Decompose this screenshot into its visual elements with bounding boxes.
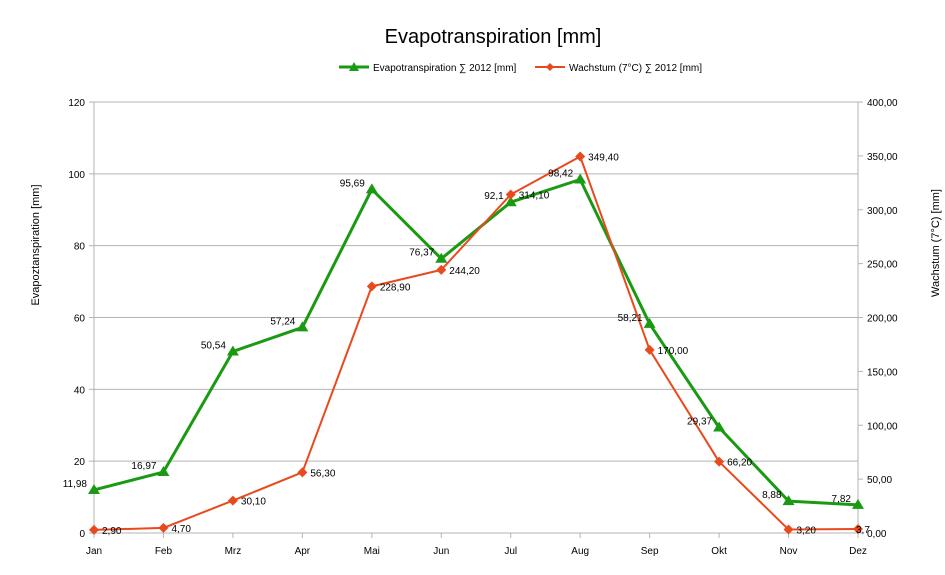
- data-label-evapotranspiration: 92,1: [484, 191, 504, 202]
- point-wachstum: [227, 495, 238, 506]
- legend-label-evapotranspiration: Evapotranspiration ∑ 2012 [mm]: [373, 63, 517, 74]
- x-tick-label: Apr: [295, 546, 311, 557]
- data-label-evapotranspiration: 7,82: [832, 494, 852, 505]
- point-evapotranspiration: [296, 321, 309, 332]
- point-evapotranspiration: [782, 495, 795, 506]
- data-label-evapotranspiration: 50,54: [201, 340, 226, 351]
- x-tick-label: Aug: [571, 546, 589, 557]
- data-label-wachstum: 349,40: [588, 153, 619, 164]
- left-tick-label: 20: [74, 457, 86, 468]
- point-evapotranspiration: [713, 421, 726, 432]
- point-evapotranspiration: [365, 183, 378, 194]
- x-tick-label: Jan: [86, 546, 102, 557]
- legend-marker-wachstum: [546, 63, 554, 71]
- left-tick-label: 40: [74, 385, 86, 396]
- data-label-wachstum: 2,90: [102, 526, 122, 537]
- point-wachstum: [714, 456, 725, 467]
- right-axis-title: Wachstum (7°C) [mm]: [930, 189, 942, 297]
- point-wachstum: [297, 467, 308, 478]
- data-label-evapotranspiration: 58,21: [618, 313, 643, 324]
- point-wachstum: [158, 522, 169, 533]
- series-line-wachstum: [93, 155, 859, 531]
- point-wachstum: [644, 344, 655, 355]
- point-evapotranspiration: [574, 173, 587, 184]
- x-tick-label: Okt: [711, 546, 727, 557]
- point-wachstum: [853, 524, 863, 535]
- data-label-wachstum: 3,7: [856, 525, 870, 536]
- left-tick-label: 60: [74, 314, 86, 325]
- point-evapotranspiration: [157, 466, 170, 477]
- data-label-evapotranspiration: 76,37: [409, 248, 434, 259]
- point-wachstum: [783, 524, 794, 535]
- x-tick-label: Mai: [364, 546, 380, 557]
- data-label-evapotranspiration: 98,42: [548, 169, 573, 180]
- point-evapotranspiration: [88, 483, 100, 494]
- x-tick-label: Jun: [433, 546, 449, 557]
- left-axis-ticks: 0 20 40 60 80 100 120: [68, 98, 94, 540]
- point-evapotranspiration: [504, 196, 517, 207]
- x-tick-label: Dez: [849, 546, 867, 557]
- right-tick-label: 300,00: [867, 206, 898, 217]
- x-tick-label: Mrz: [225, 546, 242, 557]
- point-wachstum: [575, 151, 586, 162]
- data-label-evapotranspiration: 95,69: [340, 178, 365, 189]
- left-tick-label: 100: [68, 170, 85, 181]
- point-evapotranspiration: [435, 252, 448, 263]
- left-axis-title: Evapoztanspiration [mm]: [30, 184, 42, 305]
- right-tick-label: 200,00: [867, 314, 898, 325]
- legend-marker-evapotranspiration: [349, 62, 359, 71]
- data-label-wachstum: 170,00: [658, 346, 689, 357]
- point-wachstum: [436, 264, 447, 275]
- data-labels: 11,98 16,97 50,54 57,24 95,69 76,37 92,1 98,42 5…: [63, 153, 871, 537]
- right-axis-ticks: 0,00 50,00 100,00 150,00 200,00 250,00 300,00 3…: [858, 98, 898, 540]
- data-label-wachstum: 3,20: [797, 526, 817, 537]
- point-evapotranspiration: [643, 317, 656, 328]
- legend-item-evapotranspiration: Evapotranspiration ∑ 2012 [mm]: [339, 62, 517, 74]
- point-evapotranspiration: [852, 498, 864, 509]
- right-tick-label: 0,00: [867, 529, 887, 540]
- point-evapotranspiration: [226, 345, 239, 356]
- x-tick-label: Feb: [155, 546, 173, 557]
- point-wachstum: [89, 524, 99, 535]
- x-tick-label: Jul: [504, 546, 517, 557]
- data-label-wachstum: 244,20: [449, 266, 480, 277]
- right-tick-label: 250,00: [867, 260, 898, 271]
- series-line-evapotranspiration: [93, 178, 859, 507]
- data-label-evapotranspiration: 16,97: [131, 461, 156, 472]
- data-label-wachstum: 4,70: [171, 524, 191, 535]
- right-tick-label: 400,00: [867, 98, 898, 109]
- right-tick-label: 150,00: [867, 367, 898, 378]
- data-label-evapotranspiration: 29,37: [687, 417, 712, 428]
- point-wachstum: [366, 281, 377, 292]
- x-tick-label: Sep: [641, 546, 659, 557]
- data-label-wachstum: 56,30: [310, 468, 335, 479]
- point-wachstum: [505, 189, 516, 200]
- left-tick-label: 80: [74, 242, 86, 253]
- chart-title: Evapotranspiration [mm]: [385, 26, 602, 48]
- series-layer: [88, 151, 864, 535]
- legend-label-wachstum: Wachstum (7°C) ∑ 2012 [mm]: [569, 63, 702, 74]
- data-label-wachstum: 314,10: [519, 191, 550, 202]
- legend-item-wachstum: Wachstum (7°C) ∑ 2012 [mm]: [535, 63, 702, 74]
- left-tick-label: 120: [68, 98, 85, 109]
- data-label-evapotranspiration: 8,88: [762, 490, 782, 501]
- data-label-evapotranspiration: 11,98: [63, 479, 88, 490]
- data-label-wachstum: 66,20: [727, 458, 752, 469]
- left-tick-label: 0: [79, 529, 85, 540]
- x-tick-label: Nov: [780, 546, 798, 557]
- right-tick-label: 50,00: [867, 475, 892, 486]
- data-label-wachstum: 30,10: [241, 497, 266, 508]
- legend: Evapotranspiration ∑ 2012 [mm] Wachstum …: [339, 62, 702, 74]
- data-label-evapotranspiration: 57,24: [270, 316, 295, 327]
- data-label-wachstum: 228,90: [380, 282, 411, 293]
- right-tick-label: 350,00: [867, 152, 898, 163]
- right-tick-label: 100,00: [867, 421, 898, 432]
- x-axis-ticks: Jan Feb Mrz Apr Mai Jun Jul Aug Sep Okt Nov Dez: [86, 533, 867, 557]
